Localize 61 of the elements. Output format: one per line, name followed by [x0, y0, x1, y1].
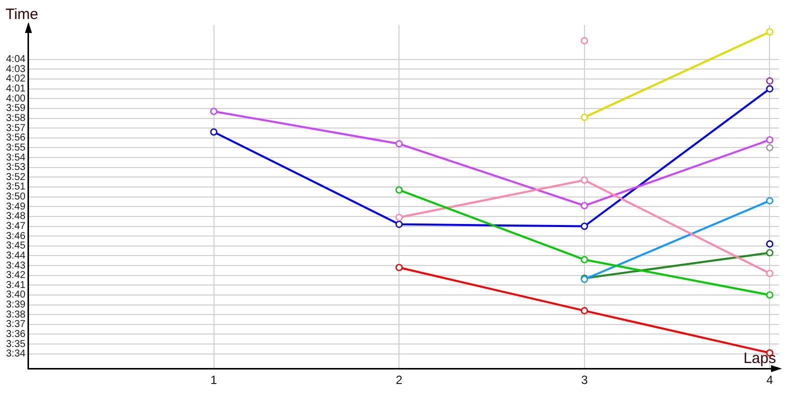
y-tick-label: 3:38 [6, 309, 26, 320]
y-tick-label: 3:59 [6, 103, 26, 114]
y-tick-label: 3:54 [6, 152, 26, 164]
point [766, 85, 774, 92]
y-tick-label: 3:44 [6, 250, 26, 262]
point [580, 307, 588, 314]
x-tick-label: 3 [581, 373, 588, 388]
y-tick-label: 3:47 [6, 221, 26, 232]
point [395, 264, 403, 272]
point [766, 136, 774, 144]
point [766, 77, 774, 85]
point [766, 240, 774, 248]
y-tick-label: 3:55 [6, 142, 26, 154]
y-tick-label: 3:57 [6, 122, 26, 134]
y-tick-label: 3:52 [6, 172, 26, 183]
point [766, 270, 774, 278]
y-tick-label: 3:46 [6, 230, 26, 242]
y-tick-label: 3:41 [6, 280, 26, 291]
y-tick-label: 3:51 [6, 182, 26, 193]
y-tick-label: 3:56 [6, 132, 26, 144]
x-axis-title: Laps [743, 350, 776, 368]
y-tick-label: 4:02 [6, 74, 26, 85]
point [580, 114, 588, 121]
y-tick-label: 3:35 [6, 338, 26, 350]
y-axis-title: Time [5, 6, 38, 23]
y-tick-label: 3:49 [6, 201, 26, 212]
y-tick-label: 3:42 [6, 270, 26, 282]
point [766, 144, 774, 152]
point [210, 108, 218, 116]
point [766, 249, 774, 256]
point [395, 186, 403, 194]
point [580, 37, 588, 44]
point [580, 176, 588, 184]
point [580, 256, 588, 264]
y-tick-label: 4:01 [6, 84, 26, 95]
point [580, 202, 588, 210]
x-tick-label: 2 [396, 373, 403, 388]
y-tick-label: 3:36 [6, 328, 26, 340]
y-tick-label: 3:53 [6, 162, 26, 174]
point [395, 140, 403, 148]
y-tick-label: 4:03 [6, 64, 26, 75]
y-tick-label: 3:34 [6, 348, 26, 360]
point [766, 197, 774, 204]
y-tick-label: 3:39 [6, 300, 26, 311]
point [580, 222, 588, 230]
point [766, 291, 774, 299]
point [766, 28, 774, 36]
y-tick-label: 4:00 [6, 93, 26, 104]
y-tick-label: 3:37 [6, 319, 26, 330]
y-tick-label: 3:45 [6, 240, 26, 252]
y-tick-label: 3:40 [6, 290, 26, 301]
point [210, 128, 218, 136]
x-tick-label: 4 [766, 373, 774, 388]
y-tick-label: 4:04 [6, 54, 26, 66]
x-tick-label: 1 [210, 373, 218, 388]
point [395, 220, 403, 228]
y-tick-label: 3:48 [6, 211, 26, 222]
y-tick-label: 3:50 [6, 192, 26, 203]
y-tick-label: 3:58 [6, 113, 26, 124]
point [395, 214, 403, 222]
y-tick-label: 3:43 [6, 260, 26, 272]
